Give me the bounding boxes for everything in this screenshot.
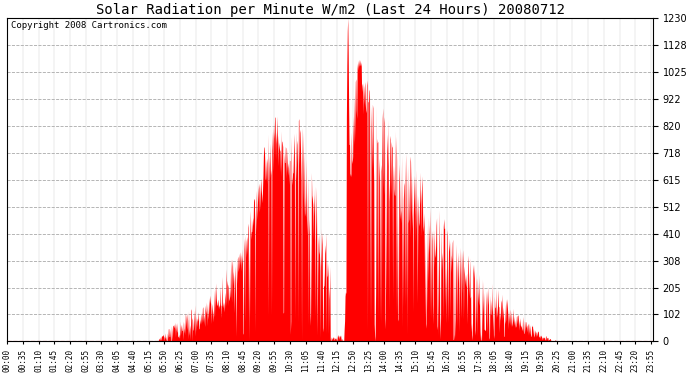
- Title: Solar Radiation per Minute W/m2 (Last 24 Hours) 20080712: Solar Radiation per Minute W/m2 (Last 24…: [95, 3, 564, 17]
- Text: Copyright 2008 Cartronics.com: Copyright 2008 Cartronics.com: [10, 21, 166, 30]
